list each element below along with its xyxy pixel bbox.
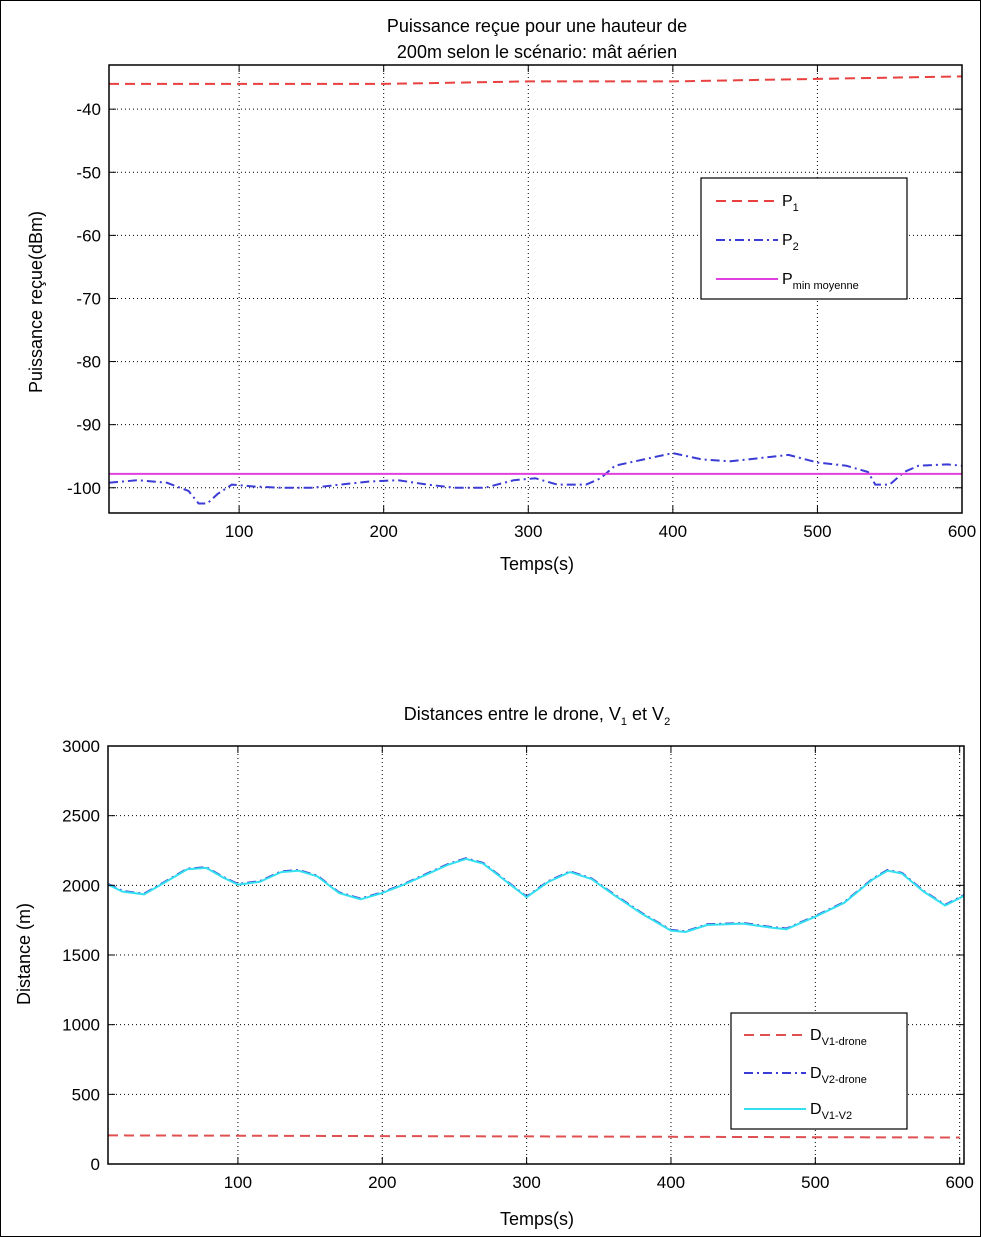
chart2-legend-label-dv1v2: DV1-V2: [810, 1101, 852, 1122]
chart1-ticks: 100 200 300 400 500 600 -40 -50 -60 -70 -80 -90 -100: [67, 65, 976, 541]
chart1-xtick-label-1: 200: [370, 522, 398, 541]
chart2-ytick-label-5: 2500: [62, 807, 100, 826]
chart1-xtick-label-4: 500: [803, 522, 831, 541]
chart1-legend-label-p1: P1: [782, 193, 799, 214]
chart2-xtick-label-5: 600: [945, 1173, 973, 1192]
chart2-xtick-label-3: 400: [657, 1173, 685, 1192]
chart2-ytick-label-3: 1500: [62, 946, 100, 965]
chart1-xlabel: Temps(s): [500, 554, 574, 574]
chart1-ytick-label-5: -90: [76, 416, 101, 435]
chart1-ytick-label-3: -70: [76, 289, 101, 308]
chart-distances: Distances entre le drone, V1 et V2 100 20…: [14, 704, 974, 1229]
chart2-grid: [108, 746, 964, 1164]
chart2-ylabel: Distance (m): [14, 903, 34, 1005]
chart2-ytick-label-6: 3000: [62, 737, 100, 756]
chart2-legend: DV1-drone DV2-drone DV1-V2: [730, 1012, 908, 1130]
chart2-legend-label-dv2drone: DV2-drone: [810, 1065, 867, 1086]
chart2-ytick-label-4: 2000: [62, 876, 100, 895]
chart1-title-line2: 200m selon le scénario: mât aérien: [397, 42, 677, 62]
chart1-legend-label-p2: P2: [782, 232, 799, 253]
chart2-series-line-0: [107, 1134, 960, 1139]
chart1-xtick-label-3: 400: [659, 522, 687, 541]
chart1-series-line-0: [109, 75, 963, 85]
chart1-xtick-label-5: 600: [948, 522, 976, 541]
chart1-legend: P1 P2 Pmin moyenne: [700, 177, 908, 300]
chart1-xtick-label-0: 100: [225, 522, 253, 541]
chart-received-power: Puissance reçue pour une hauteur de 200m…: [26, 16, 976, 574]
chart1-ytick-label-1: -50: [76, 163, 101, 182]
chart2-legend-label-dv1drone: DV1-drone: [810, 1027, 867, 1048]
chart1-ytick-label-2: -60: [76, 226, 101, 245]
chart2-series: [107, 857, 965, 1139]
chart2-ytick-label-1: 500: [72, 1085, 100, 1104]
chart2-xtick-label-0: 100: [224, 1173, 252, 1192]
chart2-xtick-label-4: 500: [801, 1173, 829, 1192]
chart1-series-line-1: [108, 452, 963, 505]
chart1-ytick-label-0: -40: [76, 100, 101, 119]
chart2-xtick-label-1: 200: [368, 1173, 396, 1192]
chart2-series-line-2: [107, 857, 965, 933]
chart2-xtick-label-2: 300: [512, 1173, 540, 1192]
chart1-title-line1: Puissance reçue pour une hauteur de: [387, 16, 687, 36]
chart2-ytick-label-0: 0: [91, 1155, 100, 1174]
chart2-title: Distances entre le drone, V1 et V2: [404, 704, 670, 728]
chart2-ticks: 100 200 300 400 500 600 0 500 1000 1500 2000 2500 30…: [62, 737, 974, 1192]
chart1-ylabel: Puissance reçue(dBm): [26, 211, 46, 393]
chart1-axes-box: [108, 64, 963, 514]
chart2-ytick-label-2: 1000: [62, 1016, 100, 1035]
chart1-xtick-label-2: 300: [514, 522, 542, 541]
chart2-xlabel: Temps(s): [500, 1209, 574, 1229]
chart1-series: [108, 75, 963, 505]
chart1-ytick-label-4: -80: [76, 353, 101, 372]
chart1-legend-label-pmin: Pmin moyenne: [782, 271, 859, 292]
chart1-ytick-label-6: -100: [67, 479, 101, 498]
